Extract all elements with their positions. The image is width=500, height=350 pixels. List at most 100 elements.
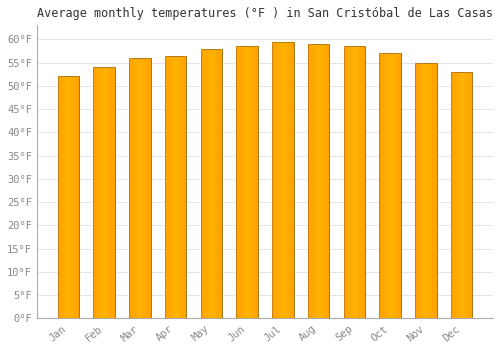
Bar: [387, 53, 388, 318]
Bar: [364, 46, 365, 318]
Bar: [106, 67, 107, 318]
Bar: [174, 56, 175, 318]
Bar: [210, 49, 212, 318]
Bar: [237, 46, 238, 318]
Bar: [380, 53, 381, 318]
Bar: [58, 76, 79, 318]
Bar: [456, 72, 458, 318]
Bar: [99, 67, 100, 318]
Bar: [184, 56, 185, 318]
Bar: [175, 56, 176, 318]
Bar: [58, 76, 59, 318]
Bar: [185, 56, 186, 318]
Bar: [147, 58, 148, 318]
Bar: [243, 46, 244, 318]
Bar: [252, 46, 253, 318]
Bar: [77, 76, 78, 318]
Bar: [313, 44, 314, 318]
Bar: [423, 63, 424, 318]
Bar: [279, 42, 280, 318]
Bar: [400, 53, 401, 318]
Bar: [177, 56, 178, 318]
Bar: [360, 46, 361, 318]
Bar: [242, 46, 243, 318]
Bar: [59, 76, 60, 318]
Bar: [452, 72, 453, 318]
Bar: [141, 58, 142, 318]
Bar: [390, 53, 391, 318]
Bar: [293, 42, 294, 318]
Bar: [254, 46, 255, 318]
Bar: [418, 63, 420, 318]
Bar: [172, 56, 174, 318]
Bar: [347, 46, 348, 318]
Bar: [101, 67, 102, 318]
Bar: [308, 44, 310, 318]
Bar: [134, 58, 135, 318]
Bar: [220, 49, 222, 318]
Bar: [327, 44, 328, 318]
Bar: [415, 63, 416, 318]
Bar: [394, 53, 395, 318]
Bar: [426, 63, 428, 318]
Bar: [60, 76, 61, 318]
Bar: [215, 49, 216, 318]
Bar: [182, 56, 184, 318]
Bar: [250, 46, 252, 318]
Bar: [67, 76, 68, 318]
Bar: [322, 44, 323, 318]
Bar: [468, 72, 469, 318]
Bar: [455, 72, 456, 318]
Bar: [357, 46, 358, 318]
Bar: [392, 53, 393, 318]
Bar: [249, 46, 250, 318]
Bar: [315, 44, 316, 318]
Bar: [328, 44, 330, 318]
Bar: [282, 42, 283, 318]
Bar: [61, 76, 62, 318]
Bar: [100, 67, 101, 318]
Bar: [320, 44, 322, 318]
Bar: [325, 44, 326, 318]
Bar: [256, 46, 257, 318]
Bar: [362, 46, 363, 318]
Bar: [129, 58, 130, 318]
Bar: [272, 42, 293, 318]
Bar: [240, 46, 242, 318]
Bar: [451, 72, 472, 318]
Bar: [355, 46, 356, 318]
Bar: [148, 58, 149, 318]
Bar: [255, 46, 256, 318]
Bar: [353, 46, 354, 318]
Bar: [166, 56, 167, 318]
Bar: [244, 46, 245, 318]
Bar: [425, 63, 426, 318]
Bar: [421, 63, 422, 318]
Bar: [94, 67, 115, 318]
Bar: [292, 42, 293, 318]
Bar: [218, 49, 219, 318]
Bar: [142, 58, 144, 318]
Bar: [275, 42, 276, 318]
Bar: [62, 76, 64, 318]
Bar: [286, 42, 287, 318]
Bar: [464, 72, 465, 318]
Bar: [458, 72, 460, 318]
Bar: [179, 56, 180, 318]
Bar: [178, 56, 179, 318]
Bar: [323, 44, 324, 318]
Bar: [280, 42, 281, 318]
Bar: [216, 49, 217, 318]
Bar: [453, 72, 454, 318]
Bar: [345, 46, 346, 318]
Bar: [170, 56, 171, 318]
Bar: [111, 67, 112, 318]
Bar: [358, 46, 360, 318]
Bar: [344, 46, 345, 318]
Bar: [167, 56, 168, 318]
Bar: [290, 42, 292, 318]
Bar: [471, 72, 472, 318]
Bar: [132, 58, 134, 318]
Bar: [395, 53, 396, 318]
Bar: [363, 46, 364, 318]
